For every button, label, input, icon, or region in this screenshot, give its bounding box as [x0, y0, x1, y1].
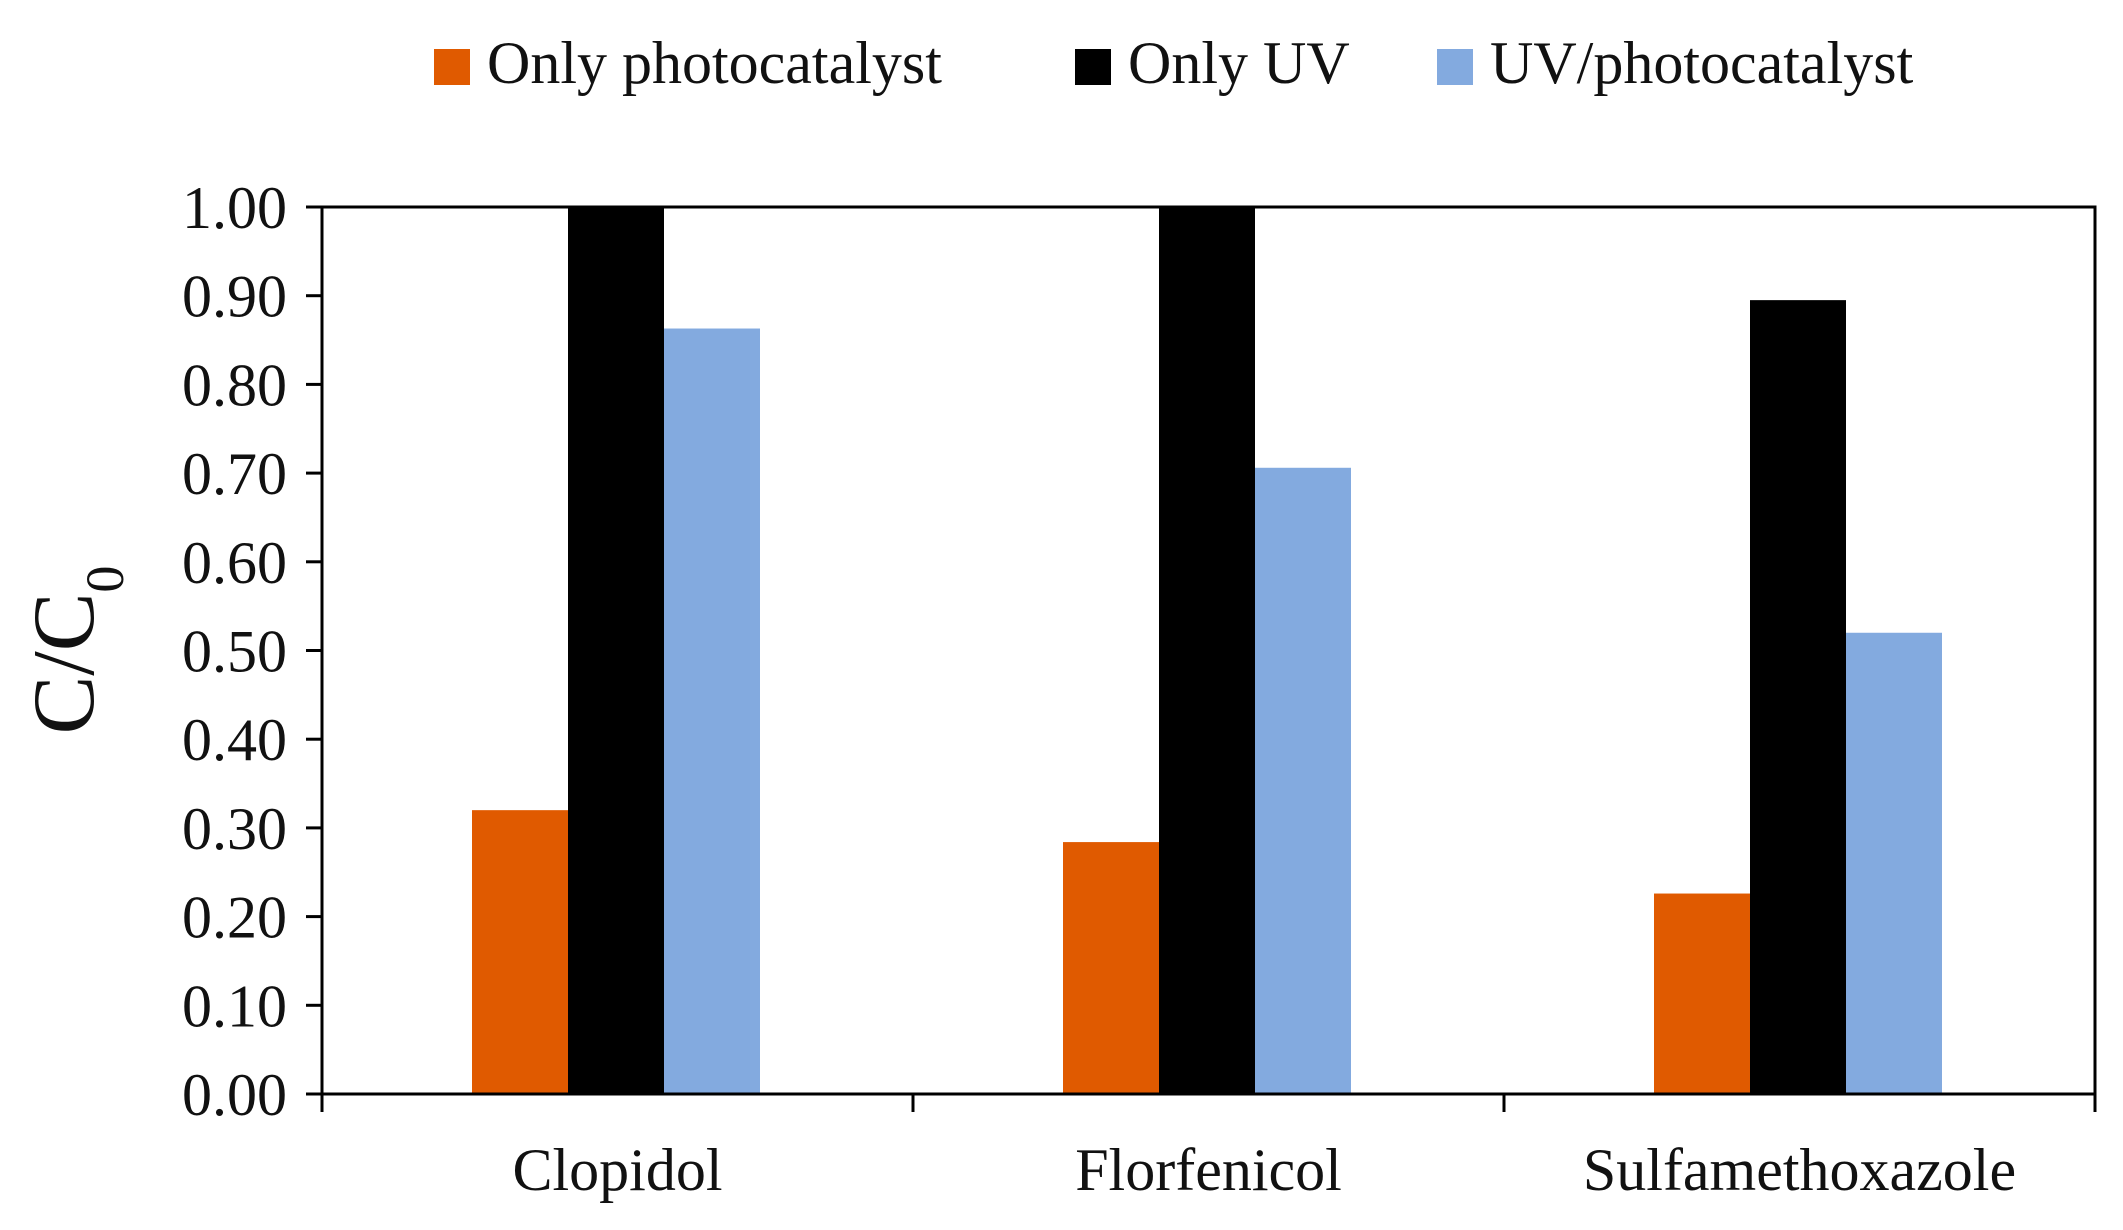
legend-item-uv-photocatalyst: UV/photocatalyst	[1437, 30, 1914, 96]
bar-uv-photocatalyst-sulfamethoxazole	[1846, 632, 1942, 1094]
x-axis-category-label: Florfenicol	[1075, 1137, 1342, 1203]
y-axis-tick-label: 0.10	[182, 973, 287, 1039]
x-axis-category-label: Sulfamethoxazole	[1583, 1137, 2016, 1203]
legend: Only photocatalyst Only UV UV/photocatal…	[434, 30, 1914, 96]
y-axis-tick-label: 0.00	[182, 1062, 287, 1128]
legend-item-only-uv: Only UV	[1075, 30, 1350, 96]
y-axis-tick-label: 0.70	[182, 441, 287, 507]
y-axis-tick-label: 0.20	[182, 885, 287, 951]
legend-label-only-photocatalyst: Only photocatalyst	[487, 30, 942, 96]
bar-only-photocatalyst-clopidol	[472, 810, 568, 1094]
y-axis-title: C/C0	[16, 566, 135, 735]
bar-only-uv-clopidol	[568, 207, 664, 1094]
y-axis-ticks: 0.00 0.10 0.20 0.30 0.40 0.50 0.60 0.70 0.80 0.90…	[182, 175, 322, 1128]
x-axis-ticks: Clopidol Florfenicol Sulfamethoxazole	[320, 1094, 2097, 1203]
bar-only-photocatalyst-florfenicol	[1063, 842, 1159, 1094]
legend-label-uv-photocatalyst: UV/photocatalyst	[1490, 30, 1914, 96]
bar-only-uv-florfenicol	[1159, 207, 1255, 1094]
legend-swatch-only-uv	[1075, 49, 1111, 85]
legend-swatch-uv-photocatalyst	[1437, 49, 1473, 85]
legend-swatch-only-photocatalyst	[434, 49, 470, 85]
y-axis-tick-label: 0.80	[182, 352, 287, 418]
legend-item-only-photocatalyst: Only photocatalyst	[434, 30, 942, 96]
y-axis-title-main: C/C	[16, 593, 113, 735]
legend-label-only-uv: Only UV	[1128, 30, 1350, 96]
x-axis-category-label: Clopidol	[512, 1137, 722, 1203]
y-axis-title-subscript: 0	[75, 566, 135, 593]
bar-only-uv-sulfamethoxazole	[1750, 300, 1846, 1094]
y-axis-tick-label: 0.30	[182, 796, 287, 862]
bars-group	[472, 207, 1942, 1094]
y-axis-tick-label: 0.40	[182, 707, 287, 773]
y-axis-tick-label: 1.00	[182, 175, 287, 241]
y-axis-tick-label: 0.90	[182, 264, 287, 330]
y-axis-tick-label: 0.60	[182, 530, 287, 596]
bar-uv-photocatalyst-florfenicol	[1255, 467, 1351, 1094]
bar-uv-photocatalyst-clopidol	[664, 328, 760, 1094]
bar-only-photocatalyst-sulfamethoxazole	[1654, 893, 1750, 1094]
y-axis-tick-label: 0.50	[182, 619, 287, 685]
